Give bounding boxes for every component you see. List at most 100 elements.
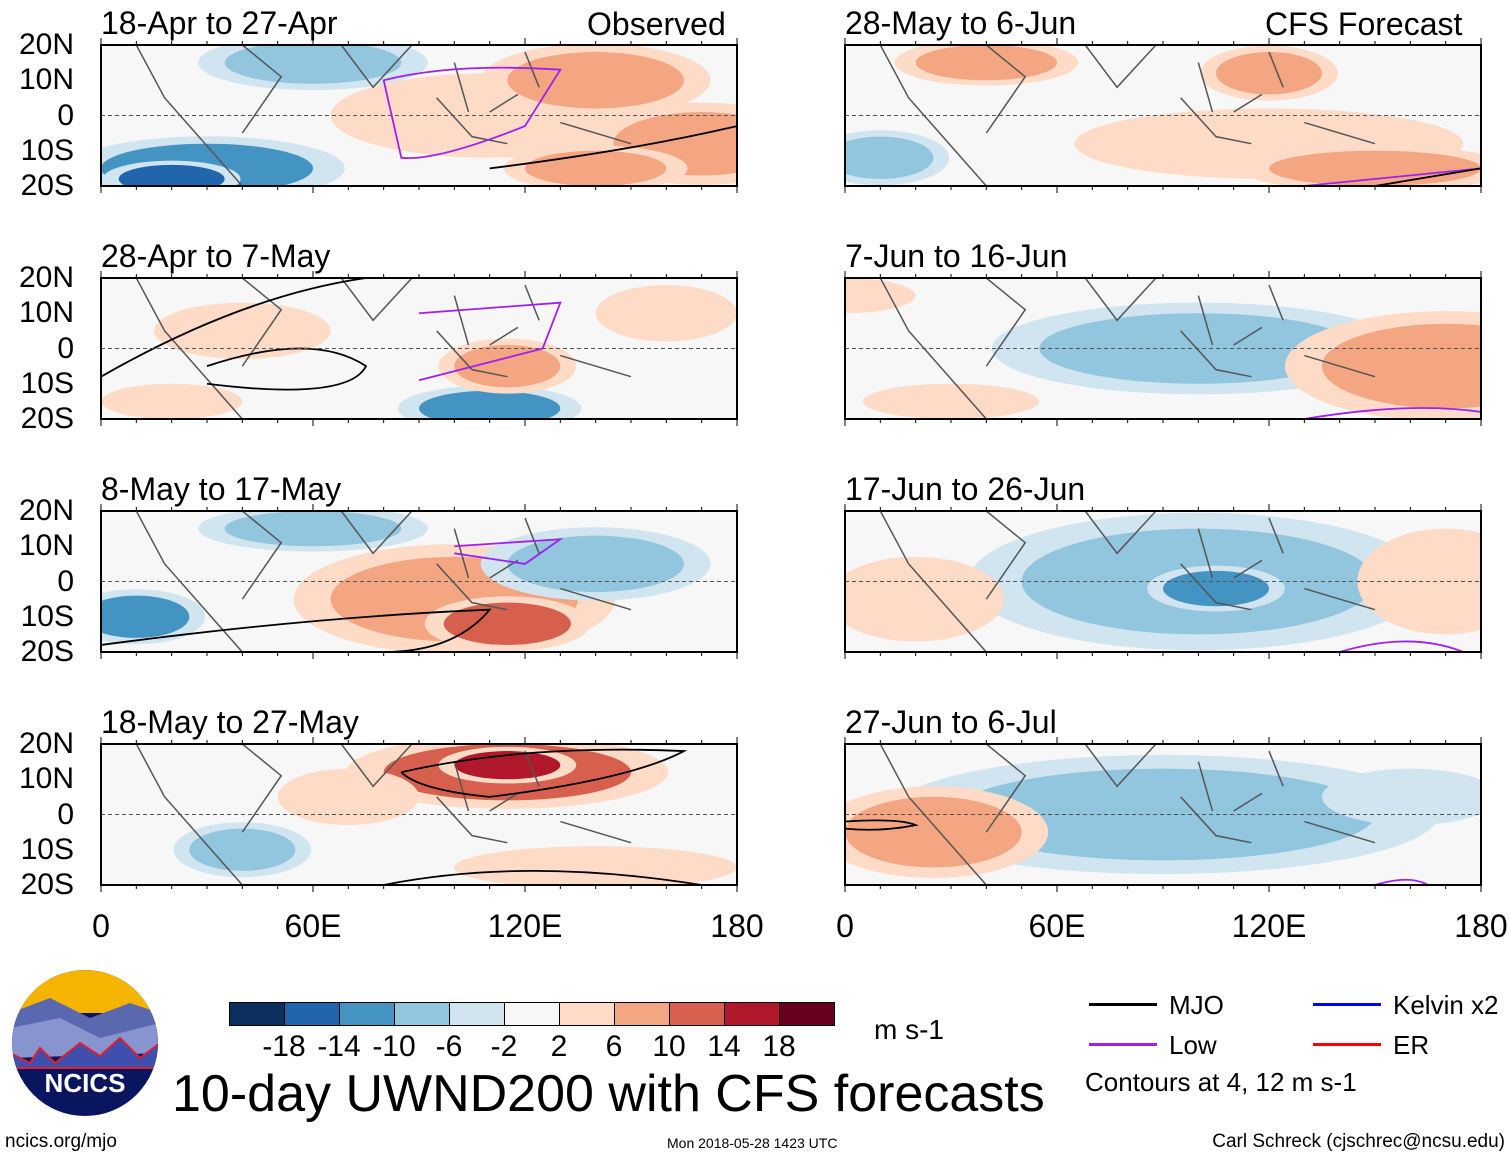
- lon-tick-label: 180: [710, 908, 764, 944]
- anomaly-region: [915, 45, 1057, 81]
- colorbar-tick-label: 2: [550, 1030, 568, 1063]
- legend-label: MJO: [1169, 990, 1224, 1020]
- anomaly-region: [1322, 323, 1481, 409]
- panel-title: 18-May to 27-May: [101, 704, 359, 740]
- anomaly-region: [277, 768, 419, 826]
- anomaly-region: [525, 150, 667, 186]
- lat-tick-label: 0: [57, 98, 74, 132]
- anomaly-region: [118, 164, 225, 186]
- anomaly-region: [1322, 768, 1481, 826]
- footer-timestamp: Mon 2018-05-28 1423 UTC: [667, 1135, 838, 1151]
- colorbar-tick-label: 18: [762, 1030, 796, 1063]
- lat-tick-label: 10S: [20, 366, 74, 400]
- anomaly-region: [845, 278, 916, 314]
- lat-tick-label: 20S: [20, 402, 74, 435]
- panel-title: 7-Jun to 16-Jun: [845, 238, 1068, 274]
- anomaly-region: [454, 344, 561, 388]
- anomaly-region: [845, 796, 1022, 868]
- colorbar-tick-label: -2: [490, 1030, 518, 1063]
- logo-text: NCICS: [45, 1068, 126, 1098]
- contour-line: [845, 819, 919, 831]
- panel-title: 18-Apr to 27-Apr: [101, 5, 338, 41]
- colorbar-tick-label: 6: [605, 1030, 623, 1063]
- colorbar-swatch: [724, 1002, 780, 1026]
- colorbar-tick-label: -6: [435, 1030, 463, 1063]
- coastline: [135, 278, 632, 419]
- lon-tick-label: 0: [92, 908, 110, 944]
- colorbar-units: m s-1: [874, 1014, 944, 1045]
- legend-label: Kelvin x2: [1393, 990, 1499, 1020]
- footer-author: Carl Schreck (cjschrec@ncsu.edu): [1212, 1131, 1505, 1152]
- lat-tick-label: 20N: [18, 261, 74, 294]
- lat-tick-label: 0: [57, 797, 74, 831]
- colorbar-tick-label: -14: [317, 1030, 361, 1063]
- contour-line: [1374, 878, 1429, 885]
- lat-tick-label: 10N: [18, 63, 74, 97]
- map-panel: [844, 737, 1482, 892]
- anomaly-region: [443, 602, 571, 645]
- panel-title: 17-Jun to 26-Jun: [845, 471, 1086, 507]
- anomaly-region: [1163, 570, 1269, 607]
- map-panel: [844, 271, 1482, 426]
- lat-tick-label: 10N: [18, 529, 74, 563]
- forecast-header: CFS Forecast: [1265, 6, 1463, 42]
- contours-note: Contours at 4, 12 m s-1: [1085, 1067, 1357, 1097]
- contour-line: [489, 125, 737, 170]
- panel-title: 8-May to 17-May: [101, 471, 342, 507]
- legend-swatch: [1313, 1043, 1381, 1046]
- map-panel: [100, 504, 738, 659]
- contour-line: [101, 278, 367, 378]
- anomaly-region: [845, 136, 934, 179]
- contour-line: [454, 538, 564, 565]
- anomaly-region: [224, 45, 402, 84]
- colorbar-swatch: [229, 1002, 285, 1026]
- colorbar-swatch: [614, 1002, 670, 1026]
- lon-tick-label: 120E: [487, 908, 563, 944]
- lat-tick-label: 20N: [18, 727, 74, 760]
- anomaly-region: [862, 383, 1040, 419]
- legend-swatch: [1313, 1003, 1381, 1006]
- lon-tick-label: 0: [836, 908, 854, 944]
- lat-tick-label: 20N: [18, 28, 74, 61]
- colorbar-tick-label: -10: [372, 1030, 416, 1063]
- anomaly-region: [595, 285, 737, 342]
- lon-tick-label: 60E: [284, 908, 342, 944]
- contour-line: [101, 608, 492, 652]
- contour-line: [206, 347, 368, 391]
- contour-line: [1339, 640, 1464, 652]
- panel-title: 28-Apr to 7-May: [101, 238, 331, 274]
- lat-tick-label: 10S: [20, 599, 74, 633]
- map-panel: [100, 38, 738, 193]
- contour-line: [382, 66, 562, 160]
- lat-tick-label: 20N: [18, 494, 74, 527]
- anomaly-region: [154, 302, 331, 360]
- lat-tick-label: 20S: [20, 169, 74, 202]
- coastline: [879, 744, 1376, 885]
- coastline: [135, 511, 632, 652]
- contour-line: [383, 870, 702, 885]
- lat-tick-label: 10N: [18, 296, 74, 330]
- colorbar-swatch: [339, 1002, 395, 1026]
- lat-tick-label: 20S: [20, 635, 74, 668]
- lat-tick-label: 10N: [18, 762, 74, 796]
- lon-tick-label: 60E: [1028, 908, 1086, 944]
- colorbar-swatch: [449, 1002, 505, 1026]
- colorbar-tick-label: -18: [262, 1030, 306, 1063]
- anomaly-region: [1216, 52, 1322, 95]
- colorbar-swatch: [504, 1002, 560, 1026]
- panel-title: 28-May to 6-Jun: [845, 5, 1077, 41]
- contour-line: [418, 301, 562, 382]
- lon-tick-label: 180: [1454, 908, 1508, 944]
- colorbar-swatch: [779, 1002, 835, 1026]
- coastline: [135, 744, 632, 885]
- legend-swatch: [1089, 1043, 1157, 1046]
- lat-tick-label: 10S: [20, 832, 74, 866]
- colorbar-swatch: [284, 1002, 340, 1026]
- anomaly-region: [101, 383, 243, 419]
- anomaly-region: [419, 390, 561, 419]
- lat-tick-label: 20S: [20, 868, 74, 901]
- observed-header: Observed: [587, 6, 726, 42]
- colorbar-swatch: [669, 1002, 725, 1026]
- anomaly-region: [1269, 150, 1481, 186]
- lat-tick-label: 0: [57, 331, 74, 365]
